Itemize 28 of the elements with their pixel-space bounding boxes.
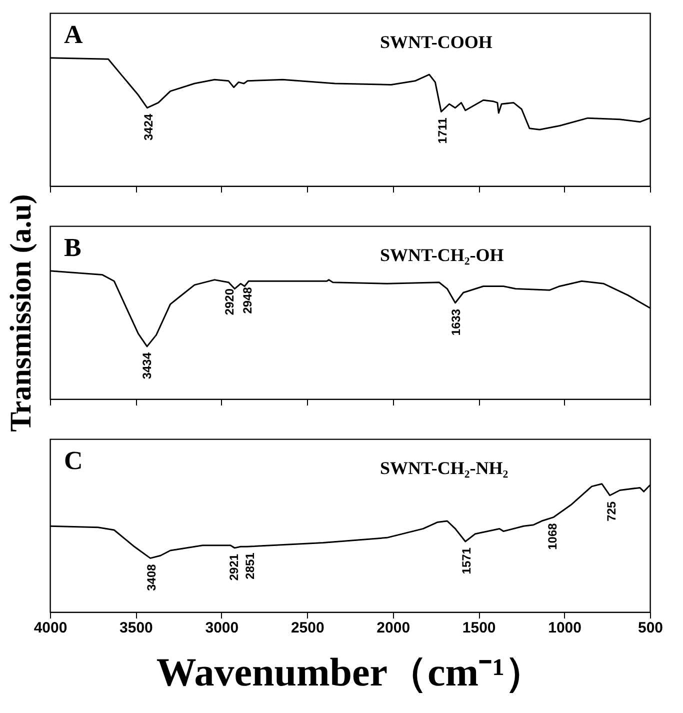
annotation: 2921 bbox=[226, 554, 241, 581]
annotation: 1711 bbox=[435, 117, 450, 144]
annotation: 3424 bbox=[142, 114, 156, 141]
annotation: 1068 bbox=[546, 522, 560, 550]
annotation: 1633 bbox=[448, 308, 463, 336]
annotation: 2851 bbox=[242, 552, 257, 580]
annotation: 3408 bbox=[144, 564, 158, 591]
x-tick-label: 4000 bbox=[34, 620, 68, 636]
x-axis-title: Wavenumber（cm⁻¹） bbox=[156, 650, 545, 694]
annotation: 725 bbox=[604, 501, 618, 522]
text: A bbox=[64, 20, 83, 49]
text: SWNT-CH₂-OH bbox=[380, 245, 504, 265]
annotation: 2948 bbox=[240, 286, 254, 314]
x-tick-label: 2500 bbox=[290, 620, 324, 636]
text: SWNT-COOH bbox=[380, 32, 492, 52]
x-tick-label: 1000 bbox=[548, 620, 582, 636]
x-tick-label: 2000 bbox=[376, 620, 410, 636]
x-tick-label: 3000 bbox=[205, 620, 239, 636]
annotation: 2920 bbox=[222, 288, 237, 316]
annotation: 1571 bbox=[459, 547, 474, 574]
text: C bbox=[64, 446, 83, 475]
x-tick-label: 1500 bbox=[462, 620, 496, 636]
x-tick-label: 3500 bbox=[120, 620, 153, 636]
x-tick-label: 500 bbox=[638, 620, 664, 636]
annotation: 3434 bbox=[140, 352, 154, 380]
text: B bbox=[64, 233, 82, 262]
y-axis-title: Transmission (a.u) bbox=[4, 194, 38, 432]
text: SWNT-CH₂-NH₂ bbox=[380, 458, 508, 478]
